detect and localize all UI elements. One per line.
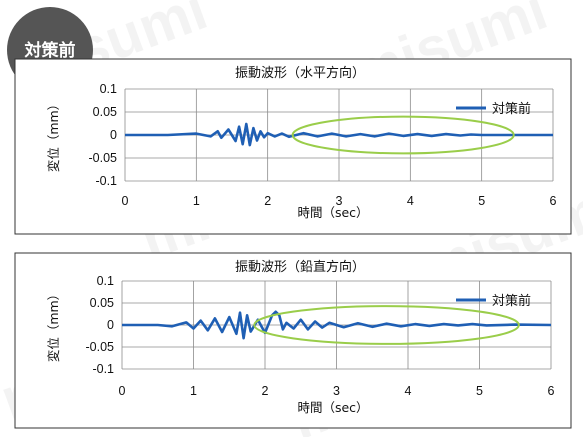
- x-axis-label: 時間（sec）: [297, 400, 368, 415]
- y-tick-label: -0.1: [95, 174, 117, 188]
- x-tick-labels: 0 1 2 3 4 5 6: [119, 384, 555, 398]
- series-line: [122, 310, 552, 340]
- chart-panel-vertical: 振動波形（鉛直方向） 0.1 0.05 0 -0.05 -0.1 0 1 2 3 4 5 6 時間（…: [14, 252, 572, 429]
- y-tick-label: -0.05: [89, 151, 118, 165]
- x-tick-label: 0: [119, 384, 126, 398]
- x-tick-label: 6: [548, 384, 555, 398]
- x-tick-label: 4: [405, 384, 412, 398]
- series: [122, 305, 552, 345]
- y-tick-label: 0: [110, 128, 117, 142]
- y-tick-label: -0.05: [86, 340, 115, 354]
- x-tick-label: 2: [262, 384, 269, 398]
- y-axis-label: 変位（mm）: [46, 98, 61, 172]
- y-tick-labels: 0.1 0.05 0 -0.05 -0.1: [86, 274, 115, 376]
- legend-label: 対策前: [492, 101, 531, 117]
- chart-frame: [14, 252, 572, 429]
- y-axis-label: 変位（mm）: [46, 288, 61, 362]
- x-tick-label: 0: [122, 194, 129, 208]
- highlight-ellipse: [291, 115, 515, 155]
- chart-panel-horizontal: 振動波形（水平方向） 0.1 0.05 0 -0.05 -0.1 0 1 2 3 4 5 6 時間（…: [14, 58, 572, 235]
- badge-label: 対策前: [24, 40, 76, 61]
- y-tick-label: 0.1: [97, 274, 114, 288]
- chart-title: 振動波形（鉛直方向）: [235, 259, 365, 275]
- x-axis-label: 時間（sec）: [297, 205, 368, 220]
- x-tick-label: 6: [550, 194, 557, 208]
- y-tick-label: 0: [107, 318, 114, 332]
- y-tick-label: 0.1: [100, 82, 117, 96]
- y-tick-label: -0.1: [92, 362, 114, 376]
- x-tick-labels: 0 1 2 3 4 5 6: [122, 194, 557, 208]
- x-tick-label: 5: [476, 384, 483, 398]
- series-line: [125, 122, 553, 147]
- y-tick-label: 0.05: [93, 105, 117, 119]
- legend: 対策前: [456, 293, 531, 309]
- chart-frame: [14, 58, 572, 235]
- legend: 対策前: [456, 101, 531, 117]
- x-tick-label: 2: [264, 194, 271, 208]
- series: [125, 115, 553, 155]
- y-tick-labels: 0.1 0.05 0 -0.05 -0.1: [89, 82, 118, 188]
- x-tick-label: 3: [336, 194, 343, 208]
- x-tick-label: 3: [333, 384, 340, 398]
- y-tick-label: 0.05: [90, 296, 114, 310]
- x-tick-label: 1: [190, 384, 197, 398]
- chart-title: 振動波形（水平方向）: [235, 65, 365, 81]
- legend-label: 対策前: [492, 293, 531, 309]
- x-tick-label: 1: [193, 194, 200, 208]
- x-tick-label: 5: [478, 194, 485, 208]
- x-tick-label: 4: [407, 194, 414, 208]
- highlight-ellipse: [253, 305, 520, 345]
